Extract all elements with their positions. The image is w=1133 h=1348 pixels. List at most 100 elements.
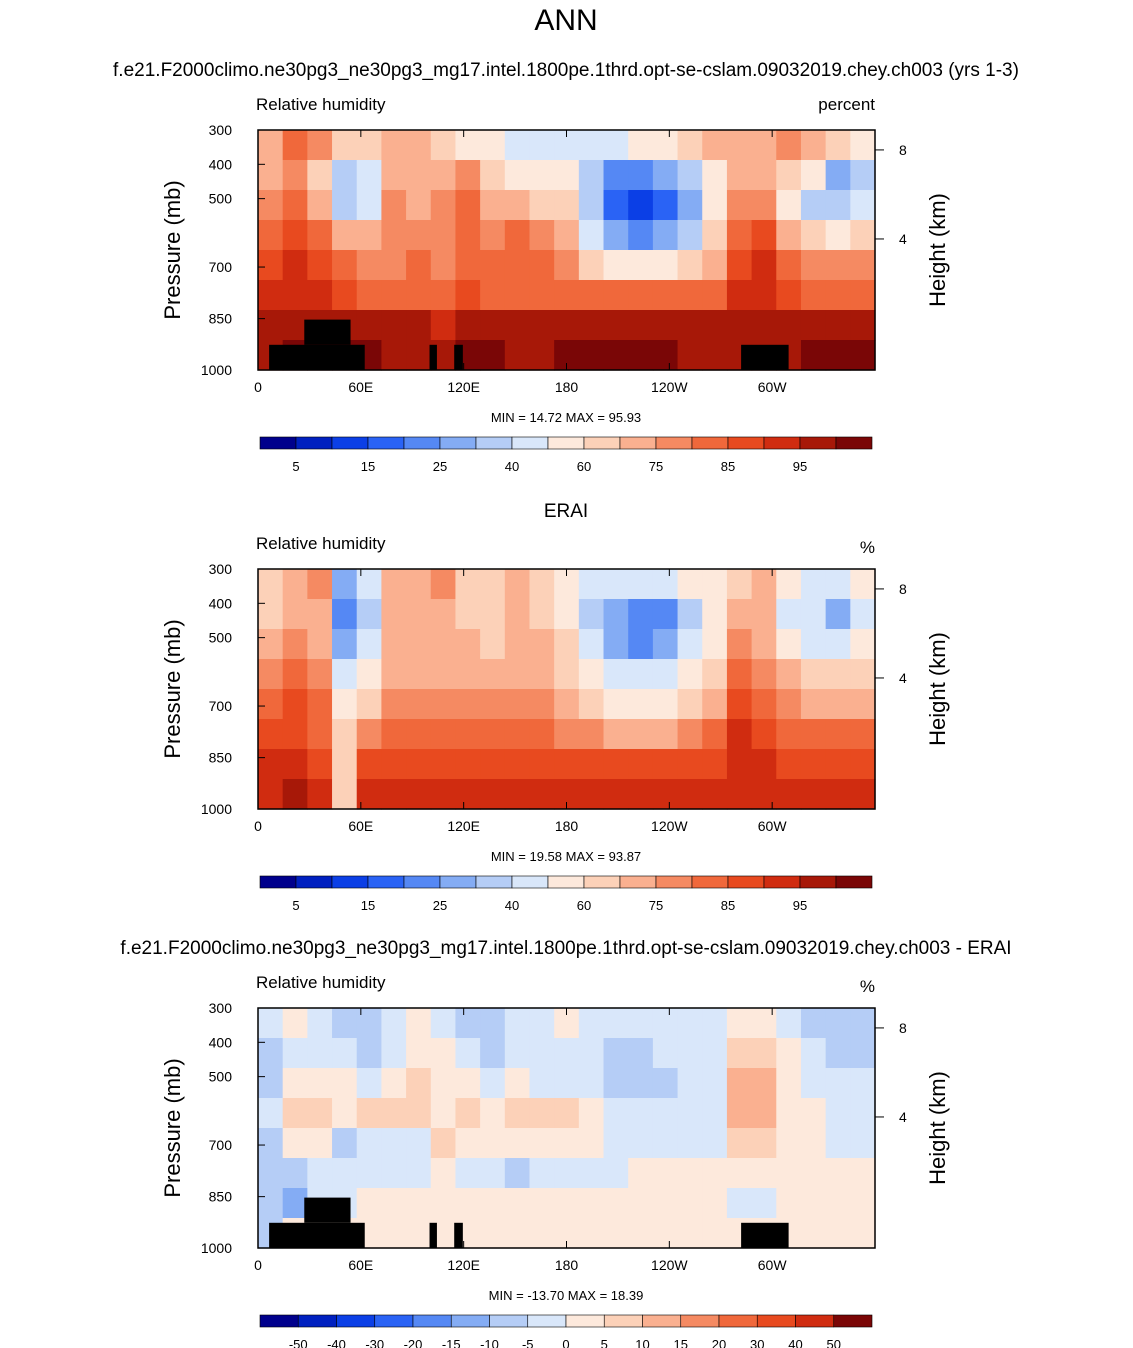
heatmap-cell (480, 1188, 506, 1219)
colorbar-label: 95 (793, 459, 807, 474)
heatmap-cell (652, 280, 679, 311)
heatmap-cell (406, 779, 432, 810)
heatmap-cell (800, 220, 827, 251)
heatmap-cell (554, 1068, 580, 1099)
heatmap-cell (430, 599, 457, 630)
heatmap-cell (381, 1128, 407, 1159)
heatmap-cell (776, 569, 802, 600)
heatmap-cell (430, 190, 457, 221)
heatmap-cell (751, 280, 777, 311)
heatmap-cell (554, 629, 580, 660)
heatmap-cell (504, 250, 531, 281)
colorbar-label: 85 (721, 898, 735, 913)
colorbar-box (297, 1314, 337, 1328)
heatmap-cell (554, 280, 580, 311)
heatmap-cell (356, 749, 382, 780)
chart-panel-3: f.e21.F2000climo.ne30pg3_ne30pg3_mg17.in… (120, 938, 1011, 1348)
heatmap-cell (258, 659, 284, 690)
heatmap-cell (702, 659, 728, 690)
heatmap-cell (751, 1098, 777, 1129)
heatmap-cell (628, 1068, 654, 1099)
heatmap-cell (356, 599, 382, 630)
colorbar-box (511, 436, 549, 450)
colorbar-box (295, 436, 333, 450)
x-tick-label: 180 (555, 379, 579, 395)
heatmap-cell (652, 659, 679, 690)
heatmap-cell (529, 599, 555, 630)
heatmap-cell (554, 1128, 580, 1159)
heatmap-cell (455, 1128, 481, 1159)
heatmap-cell (554, 689, 580, 720)
colorbar-box (475, 875, 513, 889)
heatmap-cell (430, 779, 457, 810)
heatmap-cell (677, 130, 703, 161)
heatmap-cell (282, 1068, 308, 1099)
heatmap-cell (751, 1158, 777, 1189)
heatmap-cell (652, 1038, 679, 1069)
heatmap-cell (825, 340, 851, 371)
heatmap-cell (406, 220, 432, 251)
heatmap-cell (282, 310, 308, 341)
heatmap-cell (406, 1068, 432, 1099)
heatmap-cell (850, 1098, 876, 1129)
colorbar-label: 40 (505, 898, 519, 913)
x-tick-label: 0 (254, 818, 262, 834)
heatmap-cell (282, 779, 308, 810)
heatmap-cell (480, 659, 506, 690)
heatmap-cell (529, 1038, 555, 1069)
heatmap-cell (480, 569, 506, 600)
y-tick-label: 1000 (201, 362, 232, 378)
heatmap-cell (603, 599, 629, 630)
heatmap-cell (307, 1098, 333, 1129)
heatmap-cell (504, 599, 531, 630)
y-axis-label: Pressure (mb) (160, 619, 185, 758)
heatmap-cell (702, 1008, 728, 1039)
heatmap-cell (356, 190, 382, 221)
heatmap-cell (381, 1068, 407, 1099)
heatmap-cell (430, 130, 457, 161)
heatmap-cell (800, 599, 827, 630)
heatmap-cell (652, 1098, 679, 1129)
heatmap-cell (455, 659, 481, 690)
heatmap-cell (578, 250, 605, 281)
y-tick-label: 400 (209, 595, 233, 611)
y2-tick-label: 8 (899, 1020, 907, 1036)
heatmap-cell (282, 130, 308, 161)
heatmap-cell (825, 250, 851, 281)
heatmap-cell (751, 779, 777, 810)
y2-tick-label: 4 (899, 670, 907, 686)
heatmap-cell (406, 1158, 432, 1189)
heatmap-cell (307, 629, 333, 660)
heatmap-cell (381, 749, 407, 780)
heatmap-cell (504, 1128, 531, 1159)
heatmap-cell (800, 569, 827, 600)
heatmap-cell (430, 569, 457, 600)
heatmap-cell (578, 719, 605, 750)
heatmap-cell (850, 130, 876, 161)
heatmap-cell (628, 749, 654, 780)
heatmap-cell (406, 569, 432, 600)
colorbar-label: 60 (577, 898, 591, 913)
heatmap-cell (258, 779, 284, 810)
units-label: % (860, 977, 875, 996)
colorbar-label: -20 (404, 1337, 423, 1348)
heatmap-cell (603, 629, 629, 660)
heatmap-cell (430, 1158, 457, 1189)
heatmap-cell (406, 689, 432, 720)
heatmap-cell (529, 190, 555, 221)
colorbar-box (727, 436, 765, 450)
heatmap-cell (381, 280, 407, 311)
heatmap-cell (307, 250, 333, 281)
heatmap-cell (603, 1218, 629, 1249)
heatmap-cell (800, 190, 827, 221)
colorbar-box (295, 875, 333, 889)
heatmap-cell (726, 130, 753, 161)
x-tick-label: 60E (348, 818, 373, 834)
heatmap-cell (578, 629, 605, 660)
heatmap-cell (751, 629, 777, 660)
colorbar-box (374, 1314, 414, 1328)
units-label: percent (818, 95, 875, 114)
heatmap-cell (825, 629, 851, 660)
heatmap-cell (356, 719, 382, 750)
heatmap-cell (554, 719, 580, 750)
